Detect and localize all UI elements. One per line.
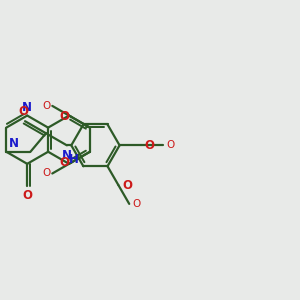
Text: O: O (60, 156, 70, 169)
Text: H: H (68, 153, 78, 166)
Text: N: N (22, 101, 32, 114)
Text: N: N (62, 149, 72, 162)
Text: O: O (145, 139, 155, 152)
Text: O: O (133, 199, 141, 209)
Text: O: O (43, 101, 51, 111)
Text: O: O (19, 105, 28, 118)
Text: N: N (9, 137, 19, 150)
Text: O: O (167, 140, 175, 150)
Text: O: O (43, 169, 51, 178)
Text: O: O (122, 178, 132, 192)
Text: O: O (60, 110, 70, 123)
Text: O: O (22, 189, 32, 202)
